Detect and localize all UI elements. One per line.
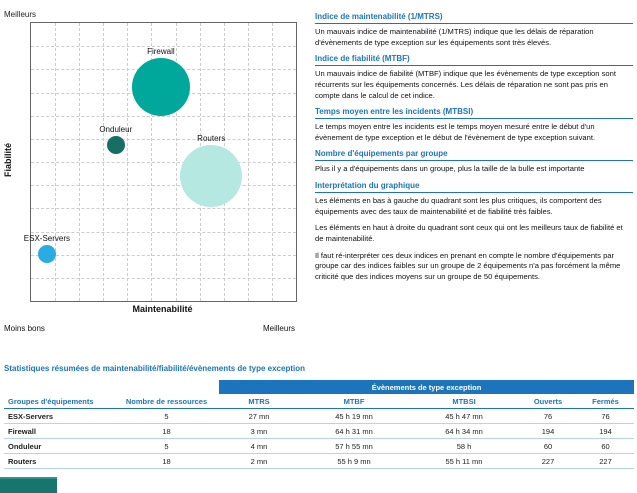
gridline-horizontal xyxy=(31,231,296,233)
section-paragraph: Un mauvais indice de fiabilité (MTBF) in… xyxy=(315,69,616,100)
plot-area: Firewall Onduleur Routers ESX-Servers xyxy=(24,22,297,302)
gridline-horizontal xyxy=(31,138,296,140)
table-row: Routers 18 2 mn 55 h 9 mn 55 h 11 mn 227 227 xyxy=(4,453,635,469)
cell-value: 55 h 9 mn xyxy=(299,453,409,469)
section-paragraph: Les éléments en haut à droite du quadran… xyxy=(315,223,623,243)
bubble-circle xyxy=(37,244,56,263)
bubble-circle xyxy=(106,136,125,155)
section-title: Indice de maintenabilité (1/MTRS) xyxy=(315,12,633,24)
table-body: ESX-Servers 5 27 mn 45 h 19 mn 45 h 47 mn 76 7… xyxy=(4,408,635,469)
cell-value: 64 h 31 mn xyxy=(299,423,409,439)
partial-footer-panel xyxy=(0,477,57,493)
section-title: Nombre d'équipements par groupe xyxy=(315,149,633,162)
section-maintainability-index: Indice de maintenabilité (1/MTRS) Un mau… xyxy=(315,12,633,48)
bubble-chart: Meilleurs Firewall Onduleur Routers ESX-Ser… xyxy=(0,0,312,345)
cell-group-name: Routers xyxy=(4,453,114,469)
section-paragraph: Plus il y a d'équipements dans un groupe… xyxy=(315,164,585,174)
section-interpretation: Interprétation du graphique Les éléments… xyxy=(315,181,633,282)
summary-table-region: Statistiques résumées de maintenabilité/… xyxy=(0,364,637,469)
gridline-horizontal xyxy=(31,115,296,117)
cell-value: 76 xyxy=(577,408,635,424)
bubble-circle xyxy=(180,144,243,207)
x-axis-label: Maintenabilité xyxy=(132,304,193,314)
col-header-mtrs: MTRS xyxy=(219,394,299,409)
section-title: Interprétation du graphique xyxy=(315,181,633,193)
gridline-horizontal xyxy=(31,46,296,48)
cell-value: 60 xyxy=(519,438,577,454)
bubble-routers[interactable]: Routers xyxy=(180,134,243,207)
axis-annotation-bottom-right: Meilleurs xyxy=(262,324,295,333)
col-header-open: Ouverts xyxy=(519,394,577,409)
bubble-label: Firewall xyxy=(147,46,175,56)
bubble-esx-servers[interactable]: ESX-Servers xyxy=(24,234,70,263)
cell-value: 194 xyxy=(577,423,635,439)
section-equipment-count: Nombre d'équipements par groupe Plus il … xyxy=(315,149,633,175)
cell-value: 227 xyxy=(577,453,635,469)
cell-group-name: Firewall xyxy=(4,423,114,439)
cell-value: 64 h 34 mn xyxy=(409,423,519,439)
cell-group-name: ESX-Servers xyxy=(4,408,114,424)
gridline-horizontal xyxy=(31,208,296,210)
table-row: ESX-Servers 5 27 mn 45 h 19 mn 45 h 47 mn 76 7… xyxy=(4,408,635,424)
bubble-label: Routers xyxy=(197,133,226,143)
gridline-horizontal xyxy=(31,277,296,279)
cell-value: 18 xyxy=(114,423,219,439)
cell-value: 45 h 19 mn xyxy=(299,408,409,424)
section-paragraph: Le temps moyen entre les incidents est l… xyxy=(315,122,596,142)
cell-value: 2 mn xyxy=(219,453,299,469)
axis-annotation-top-left: Meilleurs xyxy=(4,10,37,19)
section-paragraph: Il faut ré-interpréter ces deux indices … xyxy=(315,250,621,281)
cell-value: 194 xyxy=(519,423,577,439)
cell-value: 3 mn xyxy=(219,423,299,439)
section-title: Indice de fiabilité (MTBF) xyxy=(315,54,633,67)
bubble-firewall[interactable]: Firewall xyxy=(131,47,190,116)
col-header-mtbsi: MTBSI xyxy=(409,394,519,409)
group-header-row: Évènements de type exception xyxy=(4,380,635,394)
table-title: Statistiques résumées de maintenabilité/… xyxy=(4,364,305,373)
cell-value: 58 h xyxy=(409,438,519,454)
section-mtbsi: Temps moyen entre les incidents (MTBSI) … xyxy=(315,107,633,143)
cell-value: 60 xyxy=(577,438,635,454)
cell-value: 5 xyxy=(114,408,219,424)
cell-value: 45 h 47 mn xyxy=(409,408,519,424)
section-paragraph: Les éléments en bas à gauche du quadrant… xyxy=(315,196,602,216)
y-axis-label: Fiabilité xyxy=(3,143,13,178)
bubble-onduleur[interactable]: Onduleur xyxy=(99,125,132,155)
bubble-circle xyxy=(131,57,190,116)
cell-value: 4 mn xyxy=(219,438,299,454)
gridline-horizontal xyxy=(31,254,296,256)
section-reliability-index: Indice de fiabilité (MTBF) Un mauvais in… xyxy=(315,54,633,101)
bubble-label: ESX-Servers xyxy=(23,233,71,243)
col-header-groups: Groupes d'équipements xyxy=(4,394,114,409)
cell-value: 5 xyxy=(114,438,219,454)
group-header: Évènements de type exception xyxy=(219,380,635,394)
axis-annotation-bottom-left: Moins bons xyxy=(4,324,45,333)
cell-value: 57 h 55 mn xyxy=(299,438,409,454)
section-title: Temps moyen entre les incidents (MTBSI) xyxy=(315,107,633,120)
table-row: Onduleur 5 4 mn 57 h 55 mn 58 h 60 60 xyxy=(4,438,635,454)
column-header-row: Groupes d'équipements Nombre de ressourc… xyxy=(4,394,635,409)
cell-value: 76 xyxy=(519,408,577,424)
cell-group-name: Onduleur xyxy=(4,438,114,454)
cell-value: 55 h 11 mn xyxy=(409,453,519,469)
cell-value: 227 xyxy=(519,453,577,469)
bubble-label: Onduleur xyxy=(99,125,133,135)
cell-value: 27 mn xyxy=(219,408,299,424)
col-header-resources: Nombre de ressources xyxy=(114,394,219,409)
gridline-horizontal xyxy=(31,185,296,187)
cell-value: 18 xyxy=(114,453,219,469)
info-panel: Indice de maintenabilité (1/MTRS) Un mau… xyxy=(315,12,633,288)
col-header-mtbf: MTBF xyxy=(299,394,409,409)
col-header-closed: Fermés xyxy=(577,394,635,409)
table-row: Firewall 18 3 mn 64 h 31 mn 64 h 34 mn 194 194 xyxy=(4,423,635,439)
gridline-horizontal xyxy=(31,162,296,163)
section-paragraph: Un mauvais indice de maintenabilité (1/M… xyxy=(315,27,594,47)
summary-table: Évènements de type exception Groupes d'é… xyxy=(4,380,635,469)
